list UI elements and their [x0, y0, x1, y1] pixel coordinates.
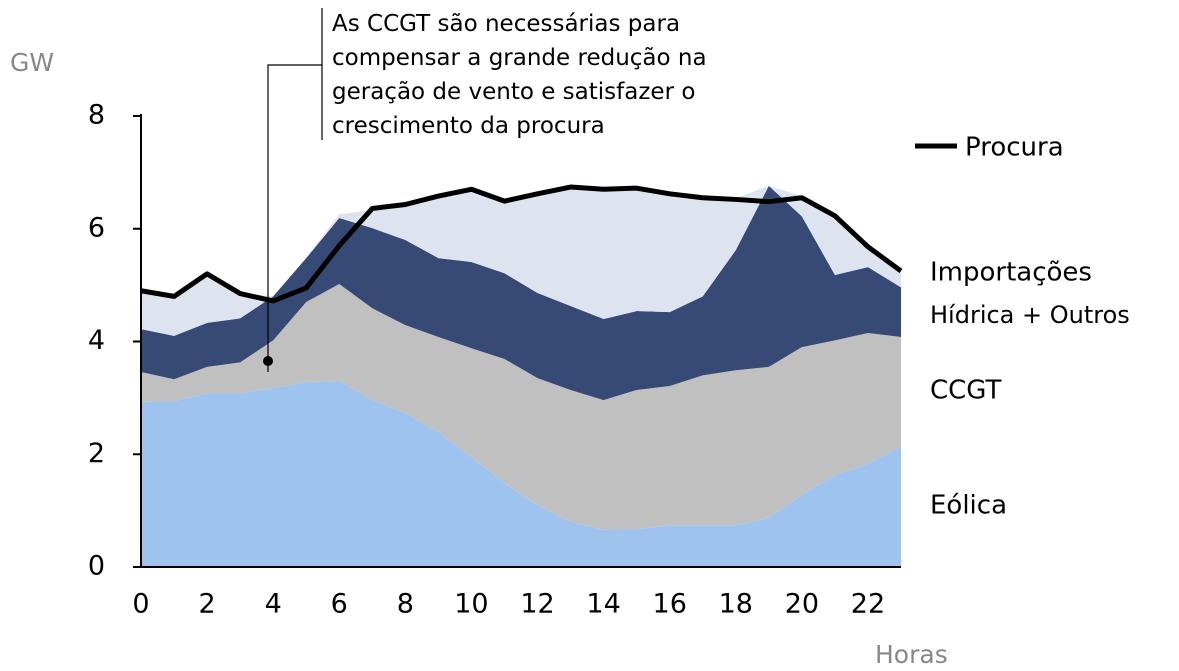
- x-tick-label: 10: [454, 589, 488, 620]
- y-tick-label: 4: [88, 325, 105, 356]
- y-tick-label: 8: [88, 100, 105, 131]
- series-label: CCGT: [930, 376, 1002, 406]
- x-tick-label: 12: [520, 589, 554, 620]
- x-tick-label: 22: [851, 589, 885, 620]
- annotation-line: geração de vento e satisfazer o: [332, 79, 695, 105]
- area: [141, 185, 901, 401]
- x-tick-label: 2: [198, 589, 215, 620]
- area: [141, 185, 901, 336]
- y-tick-label: 6: [88, 212, 105, 243]
- annotation-line: As CCGT são necessárias para: [332, 11, 680, 37]
- x-tick-label: 20: [785, 589, 819, 620]
- y-tick-label: 0: [88, 551, 105, 582]
- series-label: Importações: [930, 258, 1092, 288]
- x-tick-label: 0: [132, 589, 149, 620]
- areas: [141, 185, 901, 567]
- y-axis-label: GW: [10, 48, 54, 77]
- legend-label: Procura: [965, 133, 1064, 163]
- series-label: Hídrica + Outros: [930, 301, 1130, 329]
- x-tick-label: 18: [719, 589, 753, 620]
- annotation-point: [263, 356, 273, 366]
- x-tick-label: 16: [653, 589, 687, 620]
- x-tick-label: 4: [265, 589, 282, 620]
- series-label: Eólica: [930, 491, 1007, 521]
- demand-line: [140, 184, 903, 304]
- y-tick-label: 2: [88, 438, 105, 469]
- x-axis-label: Horas: [875, 640, 948, 669]
- annotation: As CCGT são necessárias para compensar a …: [332, 11, 707, 139]
- annotation-line: compensar a grande redução na: [332, 45, 707, 71]
- x-tick-label: 14: [586, 589, 620, 620]
- annotation-leader: [267, 64, 322, 372]
- x-tick-label: 6: [331, 589, 348, 620]
- x-tick-label: 8: [397, 589, 414, 620]
- annotation-line: crescimento da procura: [332, 113, 605, 139]
- area: [141, 380, 901, 567]
- area: [141, 283, 901, 530]
